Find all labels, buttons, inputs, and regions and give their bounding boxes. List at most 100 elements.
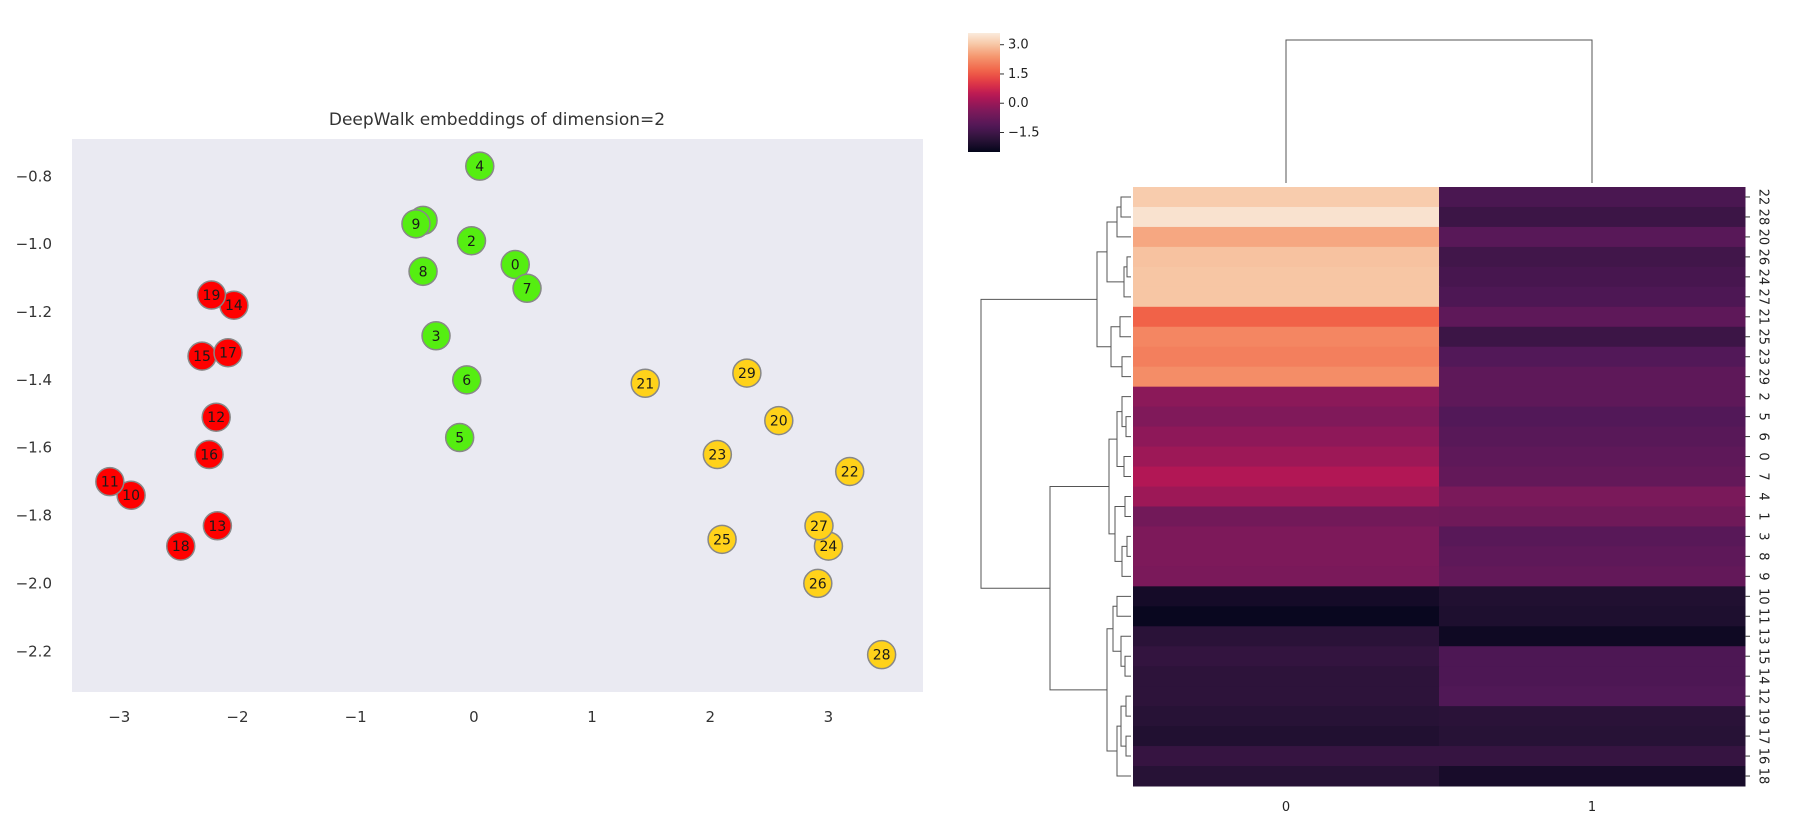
heatmap-row-label: 22 xyxy=(1756,189,1771,206)
heatmap-cell xyxy=(1439,466,1746,487)
heatmap-cell xyxy=(1439,446,1746,468)
heatmap-row-label: 21 xyxy=(1756,309,1771,326)
row-dendrogram-branch xyxy=(1120,196,1131,218)
colorbar-tick-label: 0.0 xyxy=(1008,96,1029,111)
scatter-x-tick-label: −1 xyxy=(345,708,367,726)
scatter-y-tick-label: −1.4 xyxy=(16,371,52,389)
scatter-point: 11 xyxy=(95,466,125,497)
heatmap-row-label: 24 xyxy=(1756,269,1771,286)
heatmap-row-label: 1 xyxy=(1756,512,1771,520)
colorbar-tick-label: 3.0 xyxy=(1008,38,1029,53)
row-dendrogram-branch xyxy=(1125,416,1131,438)
heatmap-cell xyxy=(1133,526,1440,547)
row-dendrogram-branch xyxy=(1120,635,1131,667)
heatmap-cell xyxy=(1439,486,1746,507)
row-dendrogram xyxy=(980,196,1131,777)
row-dendrogram-branch xyxy=(1124,655,1131,677)
heatmap-row-label: 11 xyxy=(1756,608,1771,625)
heatmap-cell xyxy=(1439,526,1746,547)
scatter-point-label: 10 xyxy=(122,488,140,504)
heatmap-cell xyxy=(1439,406,1746,428)
colorbar-gradient xyxy=(968,33,1000,152)
heatmap-row-label: 8 xyxy=(1756,552,1771,560)
row-dendrogram-branch xyxy=(1126,256,1131,278)
row-dendrogram-branch xyxy=(1125,695,1131,717)
heatmap-cell xyxy=(1133,246,1440,268)
heatmap-row-label: 4 xyxy=(1756,492,1771,500)
scatter-x-tick-label: 1 xyxy=(587,708,597,726)
scatter-point-label: 21 xyxy=(636,376,654,392)
scatter-point-marker xyxy=(196,280,227,310)
heatmap-row-label: 0 xyxy=(1756,452,1771,460)
scatter-point: 0 xyxy=(500,249,530,280)
scatter-point: 9 xyxy=(401,209,431,239)
heatmap-row-label: 9 xyxy=(1756,572,1771,580)
scatter-x-tick-label: −2 xyxy=(226,708,248,726)
heatmap-row-label: 2 xyxy=(1756,393,1771,401)
colorbar-tick-label: 1.5 xyxy=(1008,67,1029,82)
heatmap-cell xyxy=(1133,506,1440,527)
scatter-point-label: 14 xyxy=(225,298,243,314)
scatter-point: 3 xyxy=(421,321,451,351)
heatmap-cell xyxy=(1133,406,1440,428)
scatter-point-label: 29 xyxy=(738,366,756,382)
heatmap-cell xyxy=(1439,187,1746,208)
heatmap-cell xyxy=(1133,686,1440,707)
scatter-point-marker xyxy=(401,209,431,239)
scatter-point-label: 24 xyxy=(820,539,838,555)
scatter-point: 16 xyxy=(194,439,224,470)
heatmap-row-label: 13 xyxy=(1756,628,1771,645)
scatter-point-label: 5 xyxy=(455,431,464,447)
scatter-y-tick-label: −1.8 xyxy=(16,507,52,525)
scatter-title: DeepWalk embeddings of dimension=2 xyxy=(329,110,665,130)
scatter-y-tick-label: −1.6 xyxy=(16,439,52,457)
heatmap-cell xyxy=(1439,246,1746,268)
row-dendrogram-branch xyxy=(1049,486,1109,691)
row-dendrogram-branch xyxy=(1125,735,1131,757)
scatter-x-tick-label: 3 xyxy=(824,708,834,726)
heatmap-cell xyxy=(1133,646,1440,667)
heatmap-cell xyxy=(1133,666,1440,687)
heatmap-cell xyxy=(1439,226,1746,248)
scatter-point: 17 xyxy=(213,337,243,368)
scatter-point: 28 xyxy=(866,639,897,670)
heatmap-cell xyxy=(1439,346,1746,368)
scatter-point-marker xyxy=(707,524,737,555)
heatmap-cell xyxy=(1133,346,1440,368)
heatmap-cell xyxy=(1439,586,1746,607)
column-dendrogram xyxy=(1285,39,1593,183)
scatter-y-ticks: −0.8 −1.0 −1.2 −1.4 −1.6 −1.8 −2.0 −2.2 xyxy=(16,167,52,660)
scatter-point-label: 12 xyxy=(207,410,225,426)
scatter-point-label: 6 xyxy=(462,373,471,389)
heatmap-cell xyxy=(1133,326,1440,348)
scatter-point-label: 8 xyxy=(419,264,428,280)
heatmap-row-label: 10 xyxy=(1756,588,1771,605)
row-dendrogram-branch xyxy=(1123,456,1131,478)
scatter-point-label: 9 xyxy=(411,217,420,233)
heatmap-row-label: 19 xyxy=(1756,708,1771,725)
row-dendrogram-branch xyxy=(1108,438,1117,535)
heatmap-cell xyxy=(1439,646,1746,667)
scatter-y-tick-label: −1.0 xyxy=(16,235,52,253)
heatmap-cell xyxy=(1133,446,1440,468)
scatter-point-marker xyxy=(202,511,233,541)
scatter-point: 18 xyxy=(165,531,196,561)
scatter-points: 0123456789101112131415161718192021222324… xyxy=(95,151,897,670)
scatter-point: 15 xyxy=(187,341,217,371)
heatmap-cell xyxy=(1439,546,1746,567)
heatmap-cell xyxy=(1133,306,1440,328)
heatmap-cell xyxy=(1439,206,1746,228)
scatter-point-label: 22 xyxy=(841,464,859,480)
heatmap-cell xyxy=(1439,426,1746,448)
heatmap-cells xyxy=(1133,187,1746,787)
heatmap-cell xyxy=(1439,746,1746,767)
row-dendrogram-branch xyxy=(1116,411,1124,468)
heatmap-cell xyxy=(1133,766,1440,787)
heatmap-row-label: 3 xyxy=(1756,532,1771,540)
scatter-y-tick-label: −2.0 xyxy=(16,574,52,592)
scatter-point-marker xyxy=(213,337,243,368)
heatmap-cell xyxy=(1439,606,1746,627)
heatmap-cell xyxy=(1133,566,1440,587)
scatter-point-label: 23 xyxy=(708,448,726,464)
colorbar: 3.0 1.5 0.0 −1.5 xyxy=(968,33,1040,152)
